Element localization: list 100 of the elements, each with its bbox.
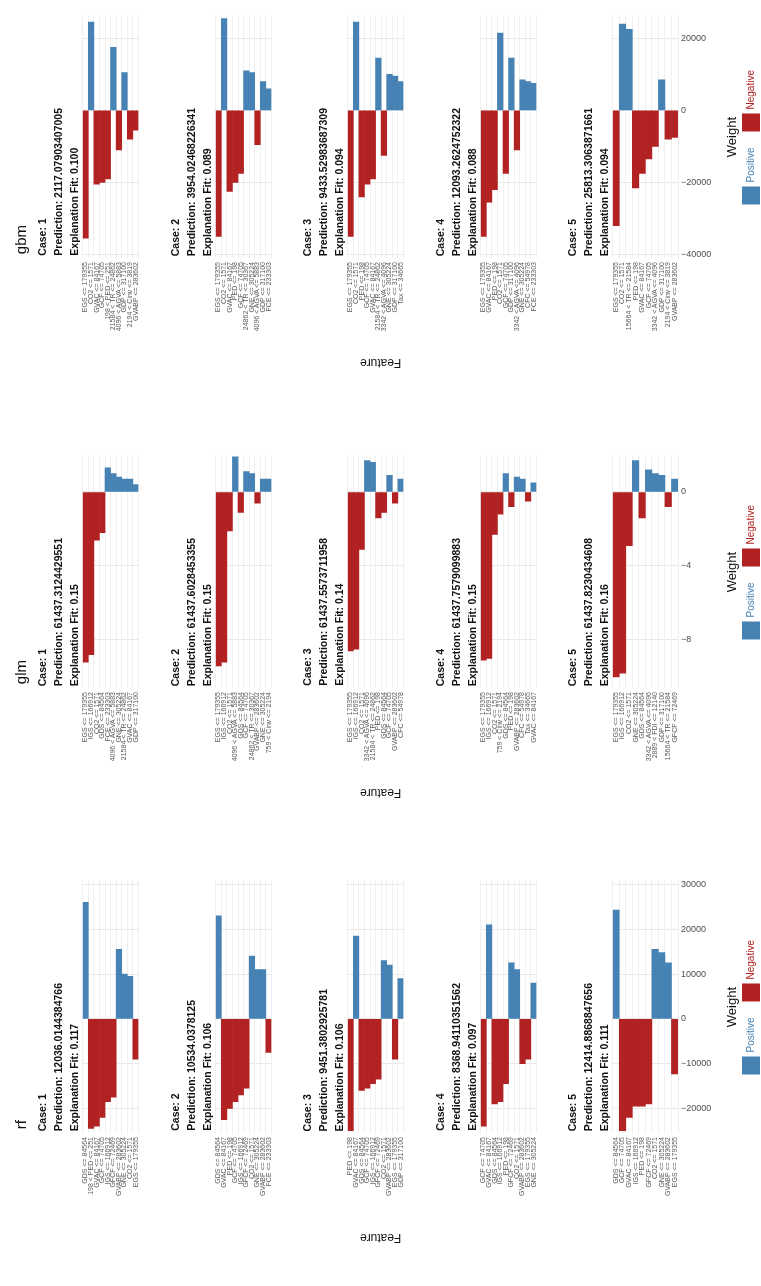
- bar: [232, 456, 239, 492]
- x-axis-title: Feature: [359, 356, 401, 370]
- bar: [121, 72, 128, 111]
- bar: [508, 57, 515, 111]
- y-tick-label: 0: [681, 486, 687, 497]
- text: Explanation Fit: 0.094: [597, 147, 611, 257]
- y-tick-label: 0: [681, 1013, 687, 1024]
- text: Explanation Fit: 0.094: [332, 147, 346, 257]
- bar: [671, 478, 678, 492]
- bar: [513, 110, 521, 151]
- bar: [259, 478, 267, 492]
- y-tick-label: −20000: [681, 176, 712, 187]
- text: Prediction: 61437.7579099883: [449, 538, 463, 687]
- y-tick-label: −4: [681, 560, 692, 571]
- bar: [215, 915, 222, 1019]
- bar: [530, 482, 537, 492]
- text: Positive: [744, 581, 757, 617]
- text: Prediction: 9451.3802925781: [316, 989, 330, 1132]
- text: Prediction: 10534.0378125: [184, 1000, 198, 1131]
- bar: [347, 1018, 354, 1132]
- bar: [220, 18, 228, 111]
- y-tick-label: −10000: [681, 1058, 712, 1069]
- text: Positive: [744, 146, 757, 182]
- text: Prediction: 25813.3063871661: [581, 108, 595, 257]
- text: Prediction: 9433.52983687309: [316, 108, 330, 257]
- bar: [480, 1018, 487, 1127]
- text: Explanation Fit: 0.089: [200, 147, 214, 257]
- y-tick-label: 20000: [681, 923, 707, 934]
- bar: [215, 110, 222, 237]
- bar: [386, 475, 393, 492]
- text: Case: 1: [35, 647, 49, 687]
- text: gbm: [12, 225, 30, 255]
- text: Explanation Fit: 0.106: [332, 1022, 346, 1132]
- text: glm: [12, 660, 30, 685]
- text: Negative: [744, 69, 757, 109]
- bar: [254, 110, 261, 145]
- bar: [391, 492, 399, 504]
- text: Explanation Fit: 0.15: [200, 583, 214, 687]
- bar: [524, 492, 532, 502]
- text: Case: 3: [300, 217, 314, 257]
- text: Case: 2: [168, 217, 182, 257]
- text: Positive: [744, 1016, 757, 1052]
- bar: [612, 110, 620, 226]
- bar: [115, 110, 123, 151]
- x-axis-title: Feature: [359, 786, 401, 800]
- text: Prediction: 61437.6028453355: [184, 538, 198, 687]
- text: Prediction: 2117.07903407005: [51, 108, 65, 256]
- bar: [502, 473, 509, 492]
- y-tick-label: 0: [681, 104, 687, 115]
- text: Case: 5: [565, 647, 579, 687]
- text: Case: 2: [168, 647, 182, 687]
- text: Explanation Fit: 0.14: [332, 582, 346, 686]
- text: Negative: [744, 504, 757, 544]
- bar: [485, 924, 493, 1019]
- bar: [380, 110, 388, 156]
- text: Explanation Fit: 0.088: [465, 147, 479, 257]
- text: Case: 5: [565, 1092, 579, 1132]
- text: Explanation Fit: 0.097: [465, 1021, 479, 1131]
- text: Explanation Fit: 0.16: [597, 583, 611, 687]
- text: Case: 2: [168, 1092, 182, 1131]
- y-tick-label: 30000: [681, 878, 707, 889]
- text: Negative: [744, 939, 757, 979]
- text: Explanation Fit: 0.106: [200, 1021, 214, 1131]
- bar: [82, 110, 89, 239]
- y-axis-title: Weight: [724, 116, 740, 157]
- bar: [497, 32, 504, 111]
- text: Prediction: 61437.5573711958: [316, 538, 330, 686]
- text: Case: 3: [300, 1093, 314, 1132]
- bar: [612, 909, 620, 1019]
- bar: [254, 492, 261, 504]
- text: Explanation Fit: 0.100: [67, 146, 81, 256]
- text: Case: 4: [433, 217, 447, 257]
- bar: [237, 492, 244, 513]
- y-tick-label: 10000: [681, 968, 707, 979]
- bar: [259, 81, 267, 111]
- text: Prediction: 3954.02468226341: [184, 108, 198, 257]
- text: Explanation Fit: 0.15: [67, 583, 81, 687]
- bar: [638, 492, 646, 519]
- text: Explanation Fit: 0.117: [67, 1022, 81, 1132]
- text: Explanation Fit: 0.111: [597, 1023, 611, 1132]
- y-tick-label: −20000: [681, 1102, 712, 1113]
- bar: [664, 492, 672, 508]
- text: Prediction: 12093.2624752322: [449, 108, 463, 257]
- y-tick-label: −40000: [681, 248, 712, 259]
- y-axis-title: Weight: [724, 986, 740, 1027]
- text: Explanation Fit: 0.15: [465, 583, 479, 687]
- text: rf: [12, 1120, 30, 1130]
- bar: [658, 79, 666, 111]
- bar: [126, 110, 134, 140]
- bar: [352, 21, 360, 111]
- text: Case: 5: [565, 217, 579, 257]
- x-axis-title: Feature: [359, 1231, 401, 1245]
- bar: [82, 902, 89, 1019]
- bar: [391, 1018, 399, 1060]
- text: Case: 4: [433, 1092, 447, 1131]
- bar: [631, 460, 640, 492]
- text: Case: 3: [300, 647, 314, 686]
- bar: [347, 110, 354, 237]
- text: Prediction: 61437.3124429551: [51, 538, 65, 687]
- bar: [671, 1018, 678, 1075]
